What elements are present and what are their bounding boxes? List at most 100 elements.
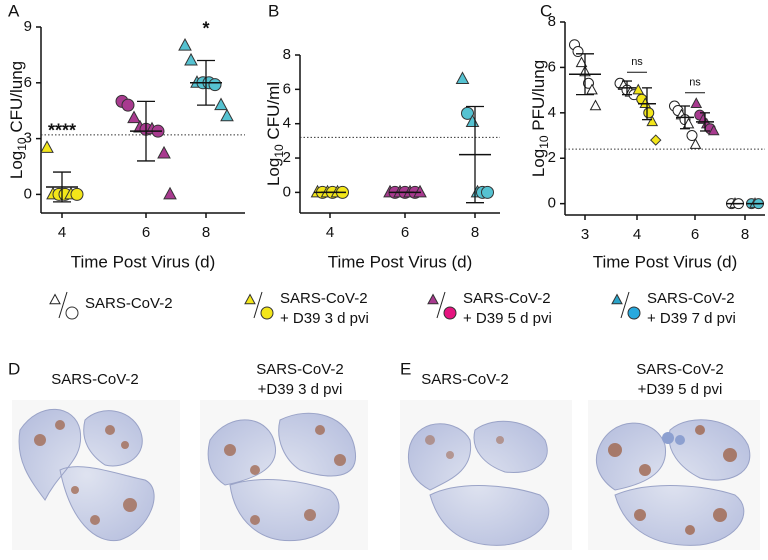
data-point <box>121 98 135 112</box>
data-point <box>643 107 655 119</box>
data-point <box>214 97 228 111</box>
y-axis-label: Log10 PFU/lung <box>529 60 551 177</box>
x-tick-label: 6 <box>691 226 699 243</box>
y-axis-label: Log10 CFU/ml <box>264 82 286 186</box>
data-point <box>589 99 602 111</box>
y-label-sub: 10 <box>15 137 29 151</box>
y-tick-label: 0 <box>24 185 32 202</box>
error-bar <box>622 80 632 96</box>
panel-letter: E <box>400 359 411 378</box>
legend-slash <box>253 291 263 319</box>
y-label-sub: 10 <box>272 144 286 158</box>
legend-label: + D39 5 d pvi <box>463 310 552 327</box>
legend-entry: SARS-CoV-2 + D39 3 d pvi <box>244 290 369 327</box>
legend-entry: SARS-CoV-2 <box>49 291 173 320</box>
legend-slash <box>58 291 68 319</box>
data-point <box>184 52 198 66</box>
data-point <box>689 138 702 149</box>
legend-label: SARS-CoV-2 <box>647 290 735 307</box>
y-tick-label: 8 <box>283 46 291 63</box>
legend-circle <box>443 306 457 320</box>
data-point <box>575 56 588 68</box>
x-axis-label: Time Post Virus (d) <box>328 252 473 271</box>
y-tick-label: 2 <box>548 149 556 166</box>
y-label-part: PFU/lung <box>529 60 548 136</box>
y-label-part: Log <box>264 158 283 186</box>
image-title: SARS-CoV-2 <box>256 361 344 378</box>
data-point <box>70 187 84 201</box>
y-label-sub: 10 <box>537 135 551 149</box>
x-axis-label: Time Post Virus (d) <box>71 252 216 271</box>
x-tick-label: 6 <box>142 224 150 241</box>
image-title: SARS-CoV-2 <box>51 371 139 388</box>
error-bar <box>642 87 652 121</box>
data-point <box>413 184 427 198</box>
y-label-part: CFU/ml <box>264 82 283 144</box>
y-tick-label: 6 <box>283 80 291 97</box>
x-tick-label: 4 <box>58 224 66 241</box>
lung-image <box>588 400 760 550</box>
significance-label: * <box>202 18 209 38</box>
legend-label: SARS-CoV-2 <box>463 290 551 307</box>
y-label-part: Log <box>7 151 26 179</box>
data-point <box>686 130 698 142</box>
lung-image <box>12 400 180 550</box>
significance-label: ns <box>631 56 643 68</box>
y-tick-label: 2 <box>283 149 291 166</box>
error-bar <box>680 105 690 130</box>
legend-triangle <box>611 293 623 305</box>
legend-circle <box>627 306 641 320</box>
data-point <box>586 83 598 95</box>
data-point <box>455 71 470 85</box>
x-tick-label: 8 <box>202 224 210 241</box>
error-bar <box>700 112 710 132</box>
x-tick-label: 3 <box>581 226 589 243</box>
error-bar <box>197 59 215 106</box>
legend-label: + D39 7 d pvi <box>647 310 736 327</box>
y-tick-label: 9 <box>24 18 32 35</box>
data-point <box>40 140 54 153</box>
legend-triangle <box>49 293 61 305</box>
panel-letter: A <box>8 1 20 20</box>
panel-letter: C <box>540 1 552 20</box>
legend-triangle <box>244 293 256 305</box>
y-tick-label: 0 <box>548 195 556 212</box>
image-title: +D39 5 d pvi <box>638 381 723 398</box>
data-point <box>157 145 171 159</box>
x-axis-label: Time Post Virus (d) <box>593 252 738 271</box>
data-point <box>572 46 584 58</box>
y-tick-label: 0 <box>283 183 291 200</box>
x-tick-label: 8 <box>471 224 479 241</box>
legend-circle <box>65 306 79 320</box>
data-point <box>650 134 662 146</box>
y-tick-label: 8 <box>548 13 556 30</box>
legend-slash <box>620 291 630 319</box>
data-point <box>461 106 474 120</box>
data-point <box>707 124 720 136</box>
y-label-part: Log <box>529 149 548 177</box>
data-point <box>178 37 192 51</box>
image-title: +D39 3 d pvi <box>258 381 343 398</box>
data-point <box>481 185 494 199</box>
data-point <box>682 117 695 129</box>
y-tick-label: 4 <box>283 115 291 132</box>
lung-image <box>200 400 368 550</box>
image-title: SARS-CoV-2 <box>636 361 724 378</box>
legend-triangle <box>427 293 439 305</box>
error-bar <box>576 53 594 96</box>
legend-slash <box>436 291 446 319</box>
lung-image <box>400 400 572 550</box>
legend-circle <box>260 306 274 320</box>
x-tick-label: 4 <box>633 226 641 243</box>
x-tick-label: 4 <box>326 224 334 241</box>
significance-label: **** <box>48 121 76 141</box>
legend-label: + D39 3 d pvi <box>280 310 369 327</box>
panel-letter: B <box>268 1 279 20</box>
y-label-part: CFU/lung <box>7 61 26 138</box>
significance-label: ns <box>689 77 701 89</box>
error-bar <box>137 100 155 162</box>
data-point <box>220 108 234 122</box>
data-point <box>208 78 222 92</box>
legend-entry: SARS-CoV-2 + D39 5 d pvi <box>427 290 552 327</box>
